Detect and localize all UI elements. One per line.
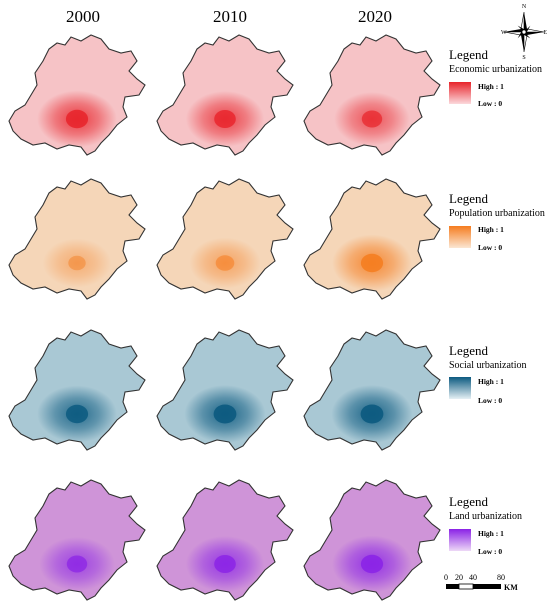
legend-high-land: High : 1 <box>478 529 504 538</box>
urban-core-population-2000 <box>68 255 86 271</box>
year-header-2000: 2000 <box>66 7 100 26</box>
urban-core-social-2010 <box>213 404 237 424</box>
map-border-social-2020 <box>303 329 441 451</box>
compass-n: N <box>522 4 527 10</box>
compass-w: W <box>501 30 507 36</box>
urban-core-land-2020 <box>360 554 384 574</box>
legend-title-land: Legend <box>449 494 488 509</box>
urban-core-population-2020 <box>360 253 384 273</box>
legend-swatch-land <box>449 529 471 551</box>
legend-low-land: Low : 0 <box>478 547 503 556</box>
urban-core-economic-2020 <box>361 110 383 128</box>
map-border-economic-2010 <box>156 34 294 156</box>
map-population-2000 <box>8 178 146 300</box>
map-social-2010 <box>156 329 294 451</box>
legend-title-economic: Legend <box>449 47 488 62</box>
legend-low-economic: Low : 0 <box>478 99 503 108</box>
map-population-2020 <box>303 178 441 300</box>
scale-tick-40: 40 <box>469 573 477 582</box>
legend-high-economic: High : 1 <box>478 82 504 91</box>
north-arrow-compass-icon: N S E W <box>501 4 547 60</box>
map-border-economic-2020 <box>303 34 441 156</box>
legend-swatch-population <box>449 226 471 248</box>
urban-core-land-2010 <box>214 555 236 573</box>
legend-high-population: High : 1 <box>478 225 504 234</box>
map-land-2020 <box>303 479 441 601</box>
urban-hotspot-population-2000 <box>42 238 112 288</box>
map-border-land-2020 <box>303 479 441 601</box>
map-land-2000 <box>8 479 146 601</box>
year-header-2010: 2010 <box>213 7 247 26</box>
legend-sub-economic: Economic urbanization <box>449 64 543 75</box>
scale-tick-80: 80 <box>497 573 505 582</box>
compass-e: E <box>543 30 547 36</box>
urban-core-social-2000 <box>65 404 89 424</box>
urban-core-economic-2000 <box>65 109 89 129</box>
map-economic-2000 <box>8 34 146 156</box>
legend-title-population: Legend <box>449 191 488 206</box>
scale-tick-0: 0 <box>444 573 448 582</box>
map-land-2010 <box>156 479 294 601</box>
map-border-population-2020 <box>303 178 441 300</box>
legend-swatch-social <box>449 377 471 399</box>
urban-core-land-2000 <box>66 555 88 573</box>
compass-s: S <box>522 55 525 60</box>
map-border-social-2000 <box>8 329 146 451</box>
map-border-social-2010 <box>156 329 294 451</box>
map-border-population-2010 <box>156 178 294 300</box>
map-economic-2010 <box>156 34 294 156</box>
urban-core-social-2020 <box>360 404 384 424</box>
map-border-land-2010 <box>156 479 294 601</box>
urban-core-population-2010 <box>215 255 235 271</box>
map-social-2000 <box>8 329 146 451</box>
legend-high-social: High : 1 <box>478 377 504 386</box>
scale-unit: KM <box>504 583 518 592</box>
map-border-land-2000 <box>8 479 146 601</box>
scale-tick-20: 20 <box>455 573 463 582</box>
year-header-2020: 2020 <box>358 7 392 26</box>
map-economic-2020 <box>303 34 441 156</box>
urban-core-economic-2010 <box>214 110 236 128</box>
legend-sub-population: Population urbanization <box>449 208 545 219</box>
legend-title-social: Legend <box>449 343 488 358</box>
map-border-economic-2000 <box>8 34 146 156</box>
legend-swatch-economic <box>449 82 471 104</box>
map-border-population-2000 <box>8 178 146 300</box>
scale-bar: 0 20 40 80 KM <box>444 573 518 592</box>
legend-sub-social: Social urbanization <box>449 360 527 371</box>
legend-low-social: Low : 0 <box>478 396 503 405</box>
map-population-2010 <box>156 178 294 300</box>
map-social-2020 <box>303 329 441 451</box>
legend-low-population: Low : 0 <box>478 243 503 252</box>
legend-sub-land: Land urbanization <box>449 511 523 522</box>
